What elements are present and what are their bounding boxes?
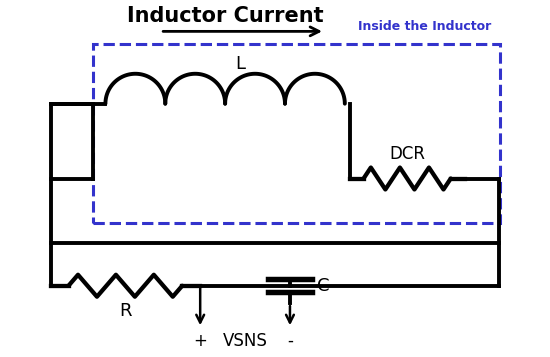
Text: DCR: DCR (389, 145, 425, 162)
Text: Inside the Inductor: Inside the Inductor (358, 20, 491, 33)
Text: C: C (317, 277, 330, 295)
Text: +: + (193, 332, 207, 350)
Text: R: R (119, 302, 131, 320)
Text: -: - (287, 332, 293, 350)
Text: Inductor Current: Inductor Current (127, 6, 323, 26)
Text: L: L (235, 55, 245, 73)
Text: VSNS: VSNS (223, 332, 267, 350)
